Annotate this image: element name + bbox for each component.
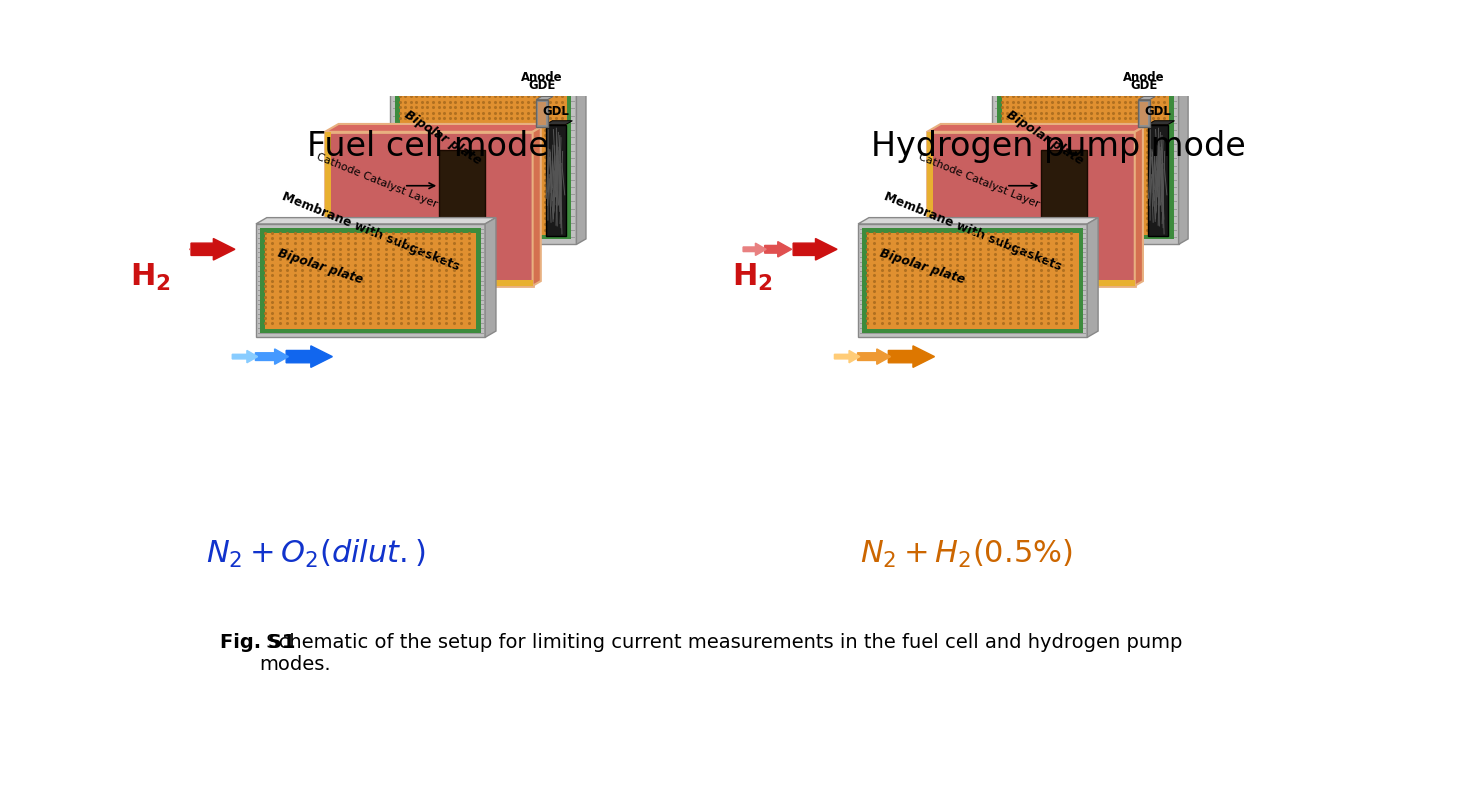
Polygon shape [867, 233, 1079, 329]
Polygon shape [485, 218, 496, 337]
Polygon shape [536, 100, 548, 127]
Polygon shape [326, 132, 330, 286]
Text: Fig. S1: Fig. S1 [219, 633, 295, 652]
Text: GDL: GDL [1144, 104, 1171, 117]
Text: Hydrogen pump mode: Hydrogen pump mode [872, 130, 1246, 163]
Text: Bipolar plate: Bipolar plate [1003, 108, 1085, 167]
Polygon shape [533, 127, 540, 286]
FancyArrow shape [232, 351, 258, 363]
FancyArrow shape [163, 241, 189, 257]
Text: $\mathbf{H_2}$: $\mathbf{H_2}$ [733, 261, 773, 292]
Text: Anode: Anode [1123, 71, 1165, 84]
Text: Membrane with subgaskets: Membrane with subgaskets [280, 190, 462, 273]
Polygon shape [576, 81, 586, 245]
Text: Anode: Anode [521, 71, 562, 84]
Text: Bipolar plate: Bipolar plate [878, 247, 966, 287]
Polygon shape [858, 224, 1088, 337]
Polygon shape [536, 96, 554, 100]
Polygon shape [1141, 102, 1147, 124]
Polygon shape [926, 124, 1148, 132]
Text: GDE: GDE [528, 80, 555, 92]
Polygon shape [539, 102, 546, 124]
FancyArrow shape [141, 243, 164, 255]
Polygon shape [256, 218, 496, 224]
FancyArrow shape [793, 238, 838, 260]
FancyArrow shape [835, 351, 860, 363]
Polygon shape [926, 280, 1135, 286]
Polygon shape [1147, 124, 1168, 236]
Polygon shape [926, 132, 932, 286]
Text: Cathode Catalyst Layer: Cathode Catalyst Layer [918, 152, 1040, 210]
Polygon shape [926, 132, 1135, 286]
Polygon shape [993, 71, 1206, 87]
Polygon shape [1135, 127, 1143, 286]
Text: Bipolar plate: Bipolar plate [275, 247, 364, 287]
Polygon shape [256, 224, 485, 337]
Polygon shape [391, 71, 604, 87]
Polygon shape [400, 96, 567, 235]
Text: GDL: GDL [542, 104, 568, 117]
Polygon shape [265, 233, 477, 329]
Polygon shape [326, 124, 546, 132]
Text: Bipolar plate: Bipolar plate [401, 108, 482, 167]
Text: $\mathbf{\mathit{N_2+H_2(0.5\%)}}$: $\mathbf{\mathit{N_2+H_2(0.5\%)}}$ [860, 538, 1073, 570]
FancyArrow shape [743, 243, 767, 255]
Polygon shape [1042, 151, 1086, 235]
Polygon shape [1002, 96, 1169, 235]
FancyArrow shape [286, 346, 333, 367]
FancyArrow shape [888, 346, 934, 367]
Polygon shape [395, 92, 571, 239]
Text: Fuel cell mode: Fuel cell mode [306, 130, 548, 163]
Polygon shape [998, 92, 1174, 239]
Polygon shape [1088, 218, 1098, 337]
Text: Membrane with subgaskets: Membrane with subgaskets [882, 190, 1064, 273]
Text: GDE: GDE [1131, 80, 1157, 92]
Polygon shape [858, 218, 1098, 224]
Polygon shape [546, 124, 565, 236]
Polygon shape [260, 228, 481, 333]
Polygon shape [326, 280, 533, 286]
Polygon shape [1138, 96, 1156, 100]
Polygon shape [326, 132, 533, 286]
FancyArrow shape [256, 349, 289, 364]
Polygon shape [440, 151, 485, 235]
FancyArrow shape [857, 349, 891, 364]
FancyArrow shape [765, 241, 792, 257]
Text: $\mathbf{\mathit{N_2+O_2(dilut.)}}$: $\mathbf{\mathit{N_2+O_2(dilut.)}}$ [206, 538, 426, 570]
Polygon shape [1138, 100, 1150, 127]
Polygon shape [993, 87, 1178, 245]
Text: $\mathbf{H_2}$: $\mathbf{H_2}$ [130, 261, 170, 292]
FancyArrow shape [191, 238, 235, 260]
Polygon shape [546, 120, 573, 124]
Text: Schematic of the setup for limiting current measurements in the fuel cell and hy: Schematic of the setup for limiting curr… [259, 633, 1183, 674]
Polygon shape [863, 228, 1083, 333]
Polygon shape [1178, 81, 1188, 245]
Polygon shape [1147, 120, 1175, 124]
Polygon shape [391, 87, 576, 245]
Text: Cathode Catalyst Layer: Cathode Catalyst Layer [315, 152, 438, 210]
